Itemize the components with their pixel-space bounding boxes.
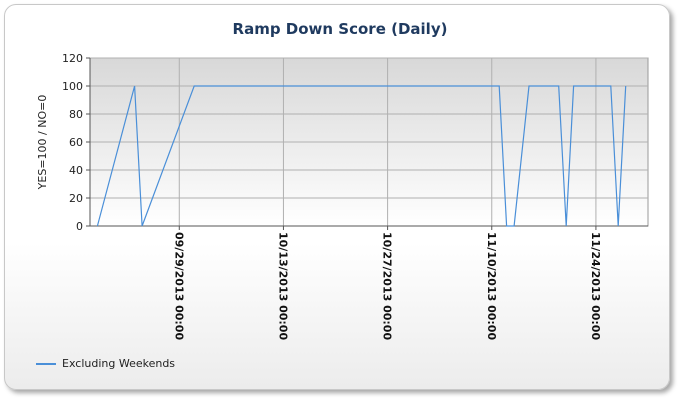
y-tick-label: 40 <box>69 164 83 177</box>
x-tick-label: 10/27/2013 00:00 <box>381 232 394 340</box>
legend: Excluding Weekends <box>36 357 175 370</box>
y-tick-label: 0 <box>76 220 83 233</box>
x-tick-label: 11/24/2013 00:00 <box>589 232 602 340</box>
y-tick-label: 20 <box>69 192 83 205</box>
x-tick-label: 11/10/2013 00:00 <box>485 232 498 340</box>
chart-title: Ramp Down Score (Daily) <box>232 20 448 38</box>
legend-label: Excluding Weekends <box>62 357 176 370</box>
legend-swatch <box>36 362 56 365</box>
y-tick-label: 120 <box>62 52 83 65</box>
x-tick-label: 09/29/2013 00:00 <box>172 232 185 340</box>
y-tick-label: 100 <box>62 80 83 93</box>
series-line <box>96 85 627 227</box>
y-tick-label: 80 <box>69 108 83 121</box>
y-tick-label: 60 <box>69 136 83 149</box>
x-tick-label: 10/13/2013 00:00 <box>276 232 289 340</box>
y-axis-label: YES=100 / NO=0 <box>36 95 49 191</box>
